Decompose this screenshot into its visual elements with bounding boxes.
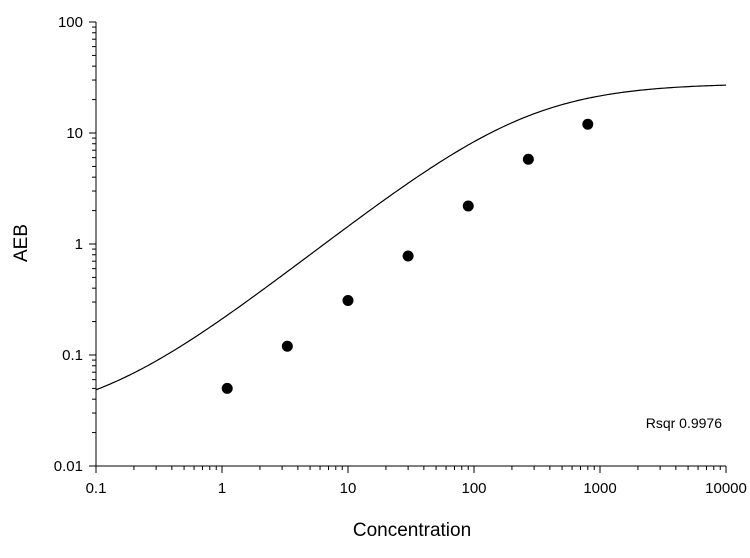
x-tick-label: 10 — [340, 480, 357, 497]
y-tick-label: 100 — [58, 14, 83, 31]
x-tick-label: 10000 — [705, 480, 747, 497]
fit-curve — [95, 84, 727, 391]
data-points-layer — [221, 118, 594, 394]
x-tick-label: 0.1 — [86, 480, 107, 497]
y-tick-label: 1 — [75, 236, 83, 253]
data-point — [402, 250, 414, 262]
y-tick-label: 10 — [66, 125, 83, 142]
y-tick-label: 0.01 — [54, 458, 83, 475]
rsqr-annotation: Rsqr 0.9976 — [646, 415, 722, 431]
y-axis-title: AEB — [11, 224, 32, 262]
x-tick-label: 1 — [218, 480, 226, 497]
x-tick-label: 1000 — [583, 480, 616, 497]
data-point — [582, 118, 594, 130]
data-point — [522, 153, 534, 165]
x-axis-title: Concentration — [353, 520, 471, 541]
data-point — [221, 382, 233, 394]
fit-curve-layer — [95, 84, 727, 391]
data-point — [462, 200, 474, 212]
data-point — [281, 340, 293, 352]
x-tick-label: 100 — [461, 480, 486, 497]
y-tick-label: 0.1 — [62, 347, 83, 364]
data-point — [342, 294, 354, 306]
